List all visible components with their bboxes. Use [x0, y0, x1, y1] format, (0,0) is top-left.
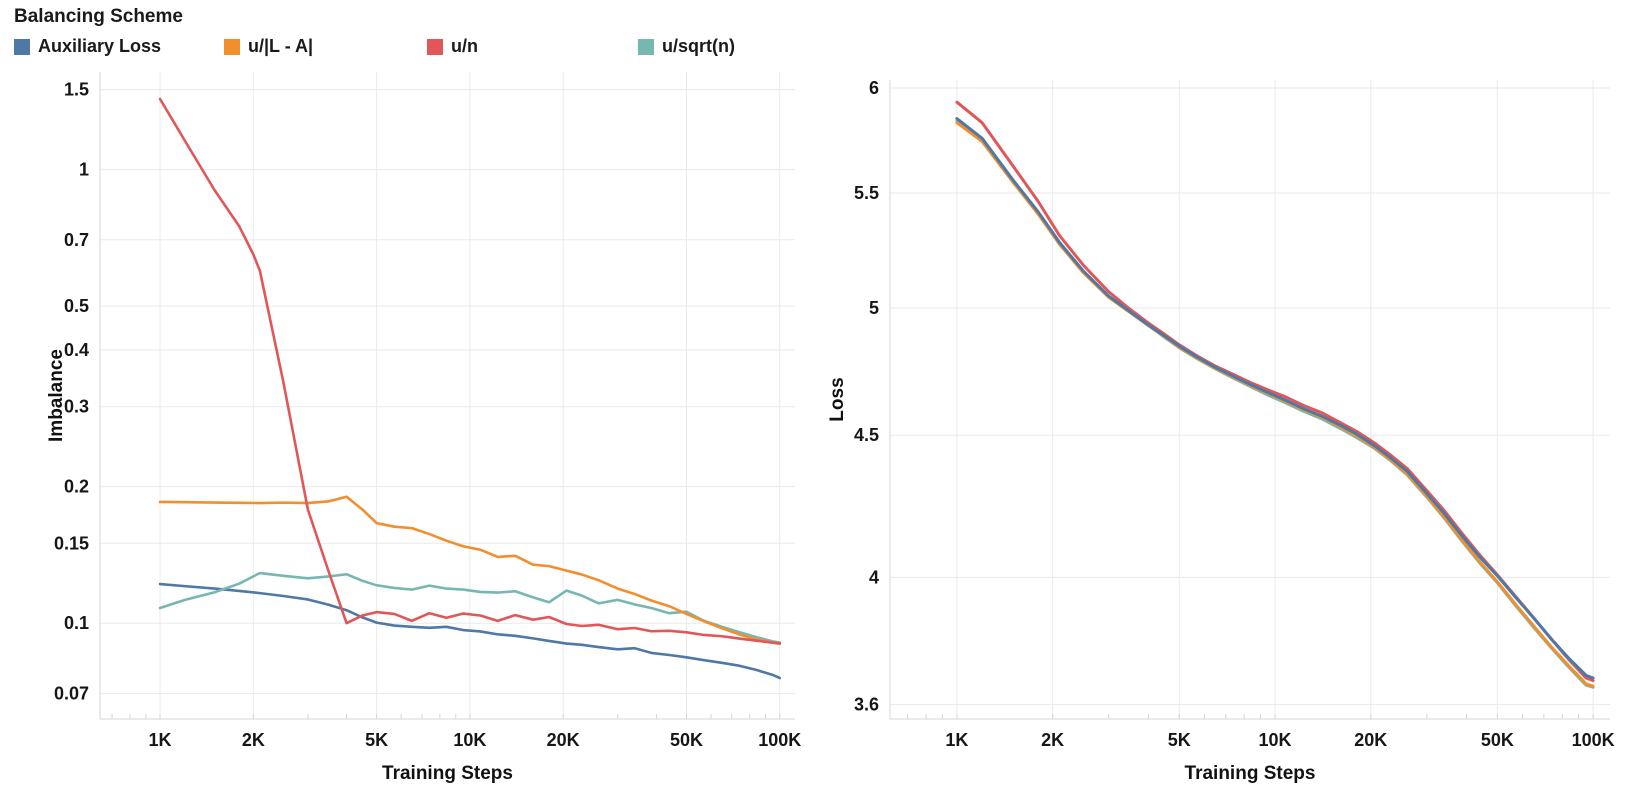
- series-line-auxiliary-loss: [955, 117, 1595, 680]
- imbalance-chart: 1.5 1 0.7 0.5 0.4 0.3 0.2 0.15 0.1 0.07 1K 2K 5K 10K 2…: [46, 72, 801, 784]
- y-axis-title: Loss: [827, 377, 848, 421]
- legend-item-label: Auxiliary Loss: [38, 36, 162, 56]
- legend-item-u-sqrt-n[interactable]: u/sqrt(n): [638, 36, 735, 57]
- x-tick-label: 1K: [945, 730, 968, 750]
- legend-title: Balancing Scheme: [14, 6, 183, 27]
- x-axis-title: Training Steps: [1185, 763, 1316, 784]
- legend-item-label: u/n: [451, 36, 478, 56]
- y-tick-label: 0.5: [64, 296, 89, 316]
- y-tick-label: 1.5: [64, 80, 89, 100]
- legend-item-label: u/sqrt(n): [662, 36, 735, 56]
- y-tick-label: 0.3: [64, 397, 89, 417]
- series-line-u-sqrt-n: [158, 571, 782, 644]
- y-tick-label: 0.1: [64, 613, 89, 633]
- y-tick-label: 5.5: [854, 183, 879, 203]
- x-axis-title: Training Steps: [382, 763, 513, 784]
- y-tick-label: 1: [79, 159, 89, 179]
- x-tick-label: 1K: [149, 730, 172, 750]
- y-tick-label: 5: [869, 298, 879, 318]
- x-tick-label: 50K: [1481, 730, 1514, 750]
- x-tick-label: 2K: [242, 730, 265, 750]
- legend-item-u-n[interactable]: u/n: [427, 36, 478, 57]
- legend-swatch-icon: [638, 38, 654, 55]
- y-tick-label: 0.7: [64, 230, 89, 250]
- x-tick-label: 20K: [1354, 730, 1387, 750]
- legend-swatch-icon: [427, 38, 443, 55]
- x-tick-label: 5K: [1168, 730, 1191, 750]
- legend-item-auxiliary-loss[interactable]: Auxiliary Loss: [14, 36, 161, 57]
- x-tick-label: 5K: [365, 730, 388, 750]
- x-tick-label: 100K: [1572, 730, 1615, 750]
- series-line-u-l-a: [158, 495, 782, 646]
- x-tick-label: 100K: [758, 730, 801, 750]
- y-tick-label: 0.4: [64, 340, 89, 360]
- y-tick-label: 6: [869, 78, 879, 98]
- legend-item-u-l-a[interactable]: u/|L - A|: [224, 36, 313, 57]
- y-tick-label: 3.6: [854, 694, 879, 714]
- series-line-u-n: [158, 97, 782, 645]
- legend-swatch-icon: [14, 38, 30, 55]
- y-tick-label: 0.07: [54, 683, 89, 703]
- series-line-auxiliary-loss: [158, 582, 782, 680]
- y-axis-title: Imbalance: [46, 349, 67, 442]
- y-tick-label: 4.5: [854, 425, 879, 445]
- x-tick-label: 20K: [547, 730, 580, 750]
- legend-swatch-icon: [224, 38, 240, 55]
- x-tick-label: 10K: [453, 730, 486, 750]
- y-tick-label: 4: [869, 567, 879, 587]
- x-tick-label: 50K: [670, 730, 703, 750]
- y-tick-label: 0.15: [54, 533, 89, 553]
- x-tick-label: 10K: [1259, 730, 1292, 750]
- legend-item-label: u/|L - A|: [248, 36, 314, 56]
- loss-chart: 6 5.5 5 4.5 4 3.6 1K 2K 5K 10K 20K 50K 100K Training …: [827, 78, 1615, 784]
- y-tick-label: 0.2: [64, 477, 89, 497]
- legend: Balancing Scheme Auxiliary Loss u/|L - A|…: [14, 6, 814, 62]
- x-tick-label: 2K: [1041, 730, 1064, 750]
